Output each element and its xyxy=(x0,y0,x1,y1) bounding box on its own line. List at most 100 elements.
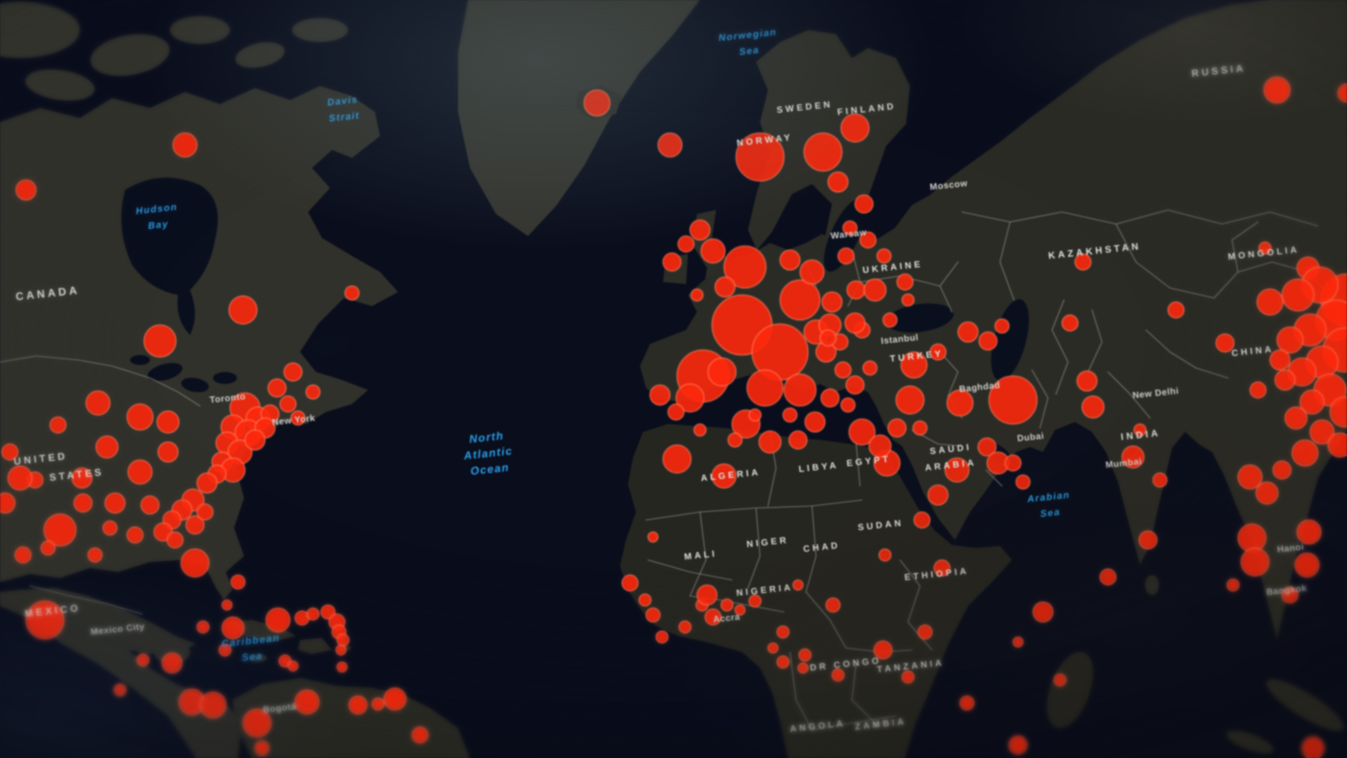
outbreak-bubble[interactable] xyxy=(1296,519,1322,545)
outbreak-bubble[interactable] xyxy=(827,171,849,193)
outbreak-bubble[interactable] xyxy=(1226,578,1240,592)
outbreak-bubble[interactable] xyxy=(143,324,177,358)
outbreak-bubble[interactable] xyxy=(804,411,826,433)
outbreak-bubble[interactable] xyxy=(662,444,692,474)
outbreak-bubble[interactable] xyxy=(1008,735,1028,755)
outbreak-bubble[interactable] xyxy=(901,670,915,684)
outbreak-bubble[interactable] xyxy=(647,531,659,543)
outbreak-bubble[interactable] xyxy=(917,624,933,640)
outbreak-bubble[interactable] xyxy=(1015,474,1031,490)
outbreak-bubble[interactable] xyxy=(825,597,841,613)
outbreak-bubble[interactable] xyxy=(156,410,180,434)
outbreak-bubble[interactable] xyxy=(267,378,287,398)
outbreak-bubble[interactable] xyxy=(776,655,790,669)
outbreak-bubble[interactable] xyxy=(959,695,975,711)
outbreak-bubble[interactable] xyxy=(655,630,669,644)
outbreak-bubble[interactable] xyxy=(196,503,214,521)
outbreak-bubble[interactable] xyxy=(287,660,299,672)
outbreak-bubble[interactable] xyxy=(279,395,297,413)
outbreak-bubble[interactable] xyxy=(14,546,32,564)
outbreak-bubble[interactable] xyxy=(1099,568,1117,586)
outbreak-bubble[interactable] xyxy=(136,653,150,667)
outbreak-bubble[interactable] xyxy=(797,662,809,674)
outbreak-bubble[interactable] xyxy=(1053,673,1067,687)
outbreak-bubble[interactable] xyxy=(746,369,784,407)
outbreak-bubble[interactable] xyxy=(803,132,843,172)
outbreak-bubble[interactable] xyxy=(707,357,737,387)
outbreak-bubble[interactable] xyxy=(1281,278,1315,312)
outbreak-bubble[interactable] xyxy=(104,492,126,514)
outbreak-bubble[interactable] xyxy=(196,472,218,494)
outbreak-bubble[interactable] xyxy=(1276,326,1304,354)
outbreak-bubble[interactable] xyxy=(305,384,321,400)
outbreak-bubble[interactable] xyxy=(336,661,348,673)
outbreak-bubble[interactable] xyxy=(913,511,931,529)
outbreak-bubble[interactable] xyxy=(344,285,360,301)
outbreak-bubble[interactable] xyxy=(878,548,892,562)
outbreak-bubble[interactable] xyxy=(113,683,127,697)
outbreak-bubble[interactable] xyxy=(383,687,407,711)
outbreak-bubble[interactable] xyxy=(1294,552,1320,578)
outbreak-bubble[interactable] xyxy=(1032,601,1054,623)
outbreak-bubble[interactable] xyxy=(727,432,743,448)
outbreak-bubble[interactable] xyxy=(244,429,266,451)
outbreak-bubble[interactable] xyxy=(411,726,429,744)
outbreak-bubble[interactable] xyxy=(783,373,817,407)
outbreak-bubble[interactable] xyxy=(700,238,726,264)
outbreak-bubble[interactable] xyxy=(294,689,320,715)
outbreak-bubble[interactable] xyxy=(649,384,671,406)
outbreak-bubble[interactable] xyxy=(779,249,801,271)
outbreak-bubble[interactable] xyxy=(196,620,210,634)
outbreak-bubble[interactable] xyxy=(1263,76,1291,104)
outbreak-bubble[interactable] xyxy=(1081,395,1105,419)
outbreak-bubble[interactable] xyxy=(957,321,979,343)
outbreak-bubble[interactable] xyxy=(714,276,736,298)
outbreak-bubble[interactable] xyxy=(846,280,866,300)
outbreak-bubble[interactable] xyxy=(820,388,840,408)
outbreak-bubble[interactable] xyxy=(776,625,790,639)
outbreak-bubble[interactable] xyxy=(254,740,270,756)
outbreak-bubble[interactable] xyxy=(583,89,611,117)
outbreak-bubble[interactable] xyxy=(621,574,639,592)
outbreak-bubble[interactable] xyxy=(696,584,718,606)
outbreak-bubble[interactable] xyxy=(837,247,855,265)
outbreak-bubble[interactable] xyxy=(876,248,892,264)
outbreak-bubble[interactable] xyxy=(161,652,183,674)
outbreak-bubble[interactable] xyxy=(0,492,16,514)
outbreak-bubble[interactable] xyxy=(834,361,852,379)
outbreak-bubble[interactable] xyxy=(7,465,33,491)
outbreak-bubble[interactable] xyxy=(127,459,153,485)
outbreak-bubble[interactable] xyxy=(792,579,804,591)
outbreak-bubble[interactable] xyxy=(102,520,118,536)
outbreak-bubble[interactable] xyxy=(348,695,368,715)
outbreak-bubble[interactable] xyxy=(693,423,707,437)
outbreak-bubble[interactable] xyxy=(265,607,291,633)
outbreak-bubble[interactable] xyxy=(799,259,825,285)
outbreak-bubble[interactable] xyxy=(228,295,258,325)
outbreak-bubble[interactable] xyxy=(1012,636,1024,648)
outbreak-bubble[interactable] xyxy=(779,279,821,321)
outbreak-bubble[interactable] xyxy=(335,644,347,656)
outbreak-bubble[interactable] xyxy=(230,574,246,590)
outbreak-bubble[interactable] xyxy=(1249,381,1267,399)
outbreak-bubble[interactable] xyxy=(845,375,865,395)
outbreak-bubble[interactable] xyxy=(1327,432,1347,458)
outbreak-bubble[interactable] xyxy=(283,362,303,382)
outbreak-bubble[interactable] xyxy=(887,418,907,438)
outbreak-bubble[interactable] xyxy=(140,495,160,515)
outbreak-bubble[interactable] xyxy=(638,593,652,607)
outbreak-bubble[interactable] xyxy=(927,484,949,506)
outbreak-bubble[interactable] xyxy=(172,132,198,158)
outbreak-bubble[interactable] xyxy=(863,278,887,302)
outbreak-bubble[interactable] xyxy=(690,288,704,302)
outbreak-bubble[interactable] xyxy=(1167,301,1185,319)
outbreak-bubble[interactable] xyxy=(788,430,808,450)
outbreak-bubble[interactable] xyxy=(748,594,762,608)
outbreak-bubble[interactable] xyxy=(831,668,845,682)
outbreak-bubble[interactable] xyxy=(677,235,695,253)
outbreak-bubble[interactable] xyxy=(336,633,350,647)
outbreak-bubble[interactable] xyxy=(1240,547,1270,577)
outbreak-bubble[interactable] xyxy=(95,435,119,459)
outbreak-bubble[interactable] xyxy=(901,293,915,307)
